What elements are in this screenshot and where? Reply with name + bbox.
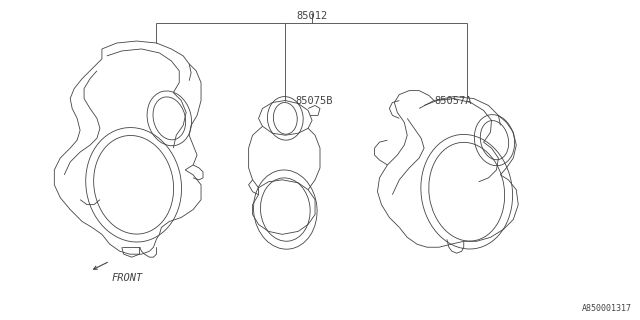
Text: 85075B: 85075B <box>295 96 333 106</box>
Text: A850001317: A850001317 <box>582 304 632 313</box>
Text: FRONT: FRONT <box>112 273 143 283</box>
Text: 85057A: 85057A <box>434 96 472 106</box>
Text: 85012: 85012 <box>296 11 327 21</box>
